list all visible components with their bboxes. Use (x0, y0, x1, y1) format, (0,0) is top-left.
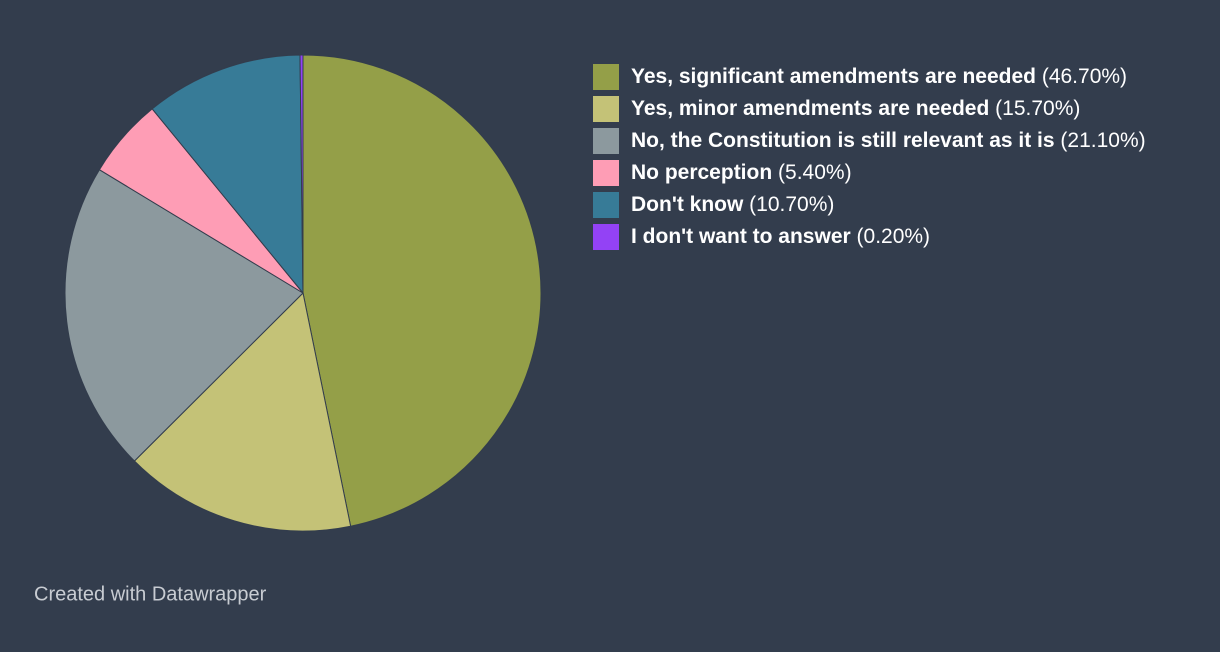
legend-swatch (593, 192, 619, 218)
legend-entry: No perception (5.40%) (631, 161, 852, 184)
legend-swatch (593, 128, 619, 154)
legend-swatch (593, 160, 619, 186)
footer: Created with Datawrapper (34, 583, 267, 605)
legend-swatch (593, 64, 619, 90)
legend-value: (46.70%) (1042, 65, 1127, 88)
legend-value: (0.20%) (857, 225, 931, 248)
legend-entry: No, the Constitution is still relevant a… (631, 129, 1146, 152)
legend-entry: Yes, significant amendments are needed (… (631, 65, 1127, 88)
legend-swatch (593, 224, 619, 250)
legend-label: No perception (631, 161, 772, 184)
legend-entry: Don't know (10.70%) (631, 193, 834, 216)
legend-entry: Yes, minor amendments are needed (15.70%… (631, 97, 1080, 120)
pie-slice (151, 54, 304, 295)
legend-label: Yes, significant amendments are needed (631, 65, 1036, 88)
legend-swatch (593, 96, 619, 122)
pie-slice (299, 54, 304, 294)
legend-entry: I don't want to answer (0.20%) (631, 225, 930, 248)
legend-value: (5.40%) (778, 161, 852, 184)
legend-value: (10.70%) (749, 193, 834, 216)
pie-slice (302, 54, 542, 527)
pie-slice (64, 169, 304, 462)
legend-value: (21.10%) (1060, 129, 1145, 152)
legend-label: Don't know (631, 193, 744, 216)
legend-label: No, the Constitution is still relevant a… (631, 129, 1055, 152)
pie-slice (133, 291, 352, 532)
legend-value: (15.70%) (995, 97, 1080, 120)
legend-label: Yes, minor amendments are needed (631, 97, 989, 120)
legend-label: I don't want to answer (631, 225, 851, 248)
